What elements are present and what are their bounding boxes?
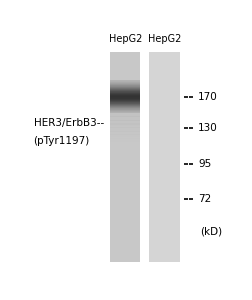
Bar	[110, 102, 140, 103]
Bar	[110, 123, 140, 125]
Bar	[110, 118, 140, 119]
Bar	[110, 88, 140, 89]
Bar	[110, 133, 140, 135]
Bar	[110, 93, 140, 94]
Bar	[110, 130, 140, 132]
Bar	[110, 88, 140, 89]
Bar	[110, 87, 140, 88]
Bar	[110, 109, 140, 110]
Bar	[110, 116, 140, 118]
Bar	[110, 131, 140, 133]
Bar	[110, 107, 140, 109]
Bar	[110, 98, 140, 99]
Bar	[110, 90, 140, 91]
Bar	[110, 106, 140, 107]
Text: HER3/ErbB3--: HER3/ErbB3--	[34, 118, 103, 128]
Bar	[110, 109, 140, 110]
Bar	[110, 103, 140, 105]
Bar	[110, 99, 140, 100]
Bar	[110, 110, 140, 111]
Bar	[110, 129, 140, 130]
Bar	[110, 140, 140, 142]
Text: HepG2: HepG2	[108, 34, 141, 44]
Bar	[110, 94, 140, 95]
Bar	[110, 80, 140, 81]
Bar	[110, 95, 140, 96]
Bar	[110, 97, 140, 98]
Bar	[110, 98, 140, 99]
Bar	[110, 134, 140, 136]
Bar	[110, 136, 140, 137]
Bar	[110, 105, 140, 106]
Bar	[110, 120, 140, 122]
Bar	[110, 137, 140, 139]
Bar	[110, 81, 140, 82]
Bar	[110, 81, 140, 82]
Bar	[110, 104, 140, 105]
Text: 95: 95	[198, 159, 211, 169]
Bar	[110, 101, 140, 102]
Bar	[110, 84, 140, 86]
Bar	[110, 91, 140, 92]
Text: HepG2: HepG2	[147, 34, 180, 44]
Bar	[110, 85, 140, 86]
Bar	[110, 112, 140, 113]
Bar	[110, 119, 140, 121]
Bar	[110, 103, 140, 104]
Bar	[110, 82, 140, 83]
Bar	[110, 82, 140, 83]
Bar	[110, 92, 140, 93]
Bar	[110, 126, 140, 128]
Text: (kD): (kD)	[200, 226, 222, 236]
Bar	[149, 52, 179, 262]
Bar	[110, 115, 140, 117]
Bar	[110, 138, 140, 140]
Bar	[110, 83, 140, 84]
Bar	[110, 84, 140, 85]
Bar	[110, 52, 140, 262]
Bar	[110, 93, 140, 94]
Bar	[110, 127, 140, 129]
Bar	[110, 105, 140, 106]
Text: 72: 72	[198, 194, 211, 204]
Bar	[110, 100, 140, 101]
Bar	[110, 100, 140, 101]
Bar	[110, 111, 140, 112]
Bar	[110, 95, 140, 96]
Bar	[110, 124, 140, 126]
Bar	[110, 89, 140, 90]
Bar	[110, 86, 140, 87]
Bar	[110, 91, 140, 92]
Bar	[110, 112, 140, 113]
Bar	[110, 87, 140, 88]
Bar	[110, 89, 140, 90]
Bar	[110, 96, 140, 97]
Bar	[110, 108, 140, 109]
Bar	[110, 99, 140, 100]
Bar	[110, 113, 140, 115]
Bar	[110, 106, 140, 107]
Bar	[110, 122, 140, 124]
Bar	[110, 85, 140, 86]
Bar	[110, 92, 140, 93]
Bar	[110, 101, 140, 102]
Bar	[110, 111, 140, 112]
Bar	[110, 83, 140, 84]
Bar	[110, 94, 140, 95]
Text: (pTyr1197): (pTyr1197)	[34, 136, 89, 146]
Text: 130: 130	[198, 123, 217, 134]
Text: 170: 170	[198, 92, 217, 102]
Bar	[110, 110, 140, 111]
Bar	[110, 97, 140, 98]
Bar	[110, 107, 140, 108]
